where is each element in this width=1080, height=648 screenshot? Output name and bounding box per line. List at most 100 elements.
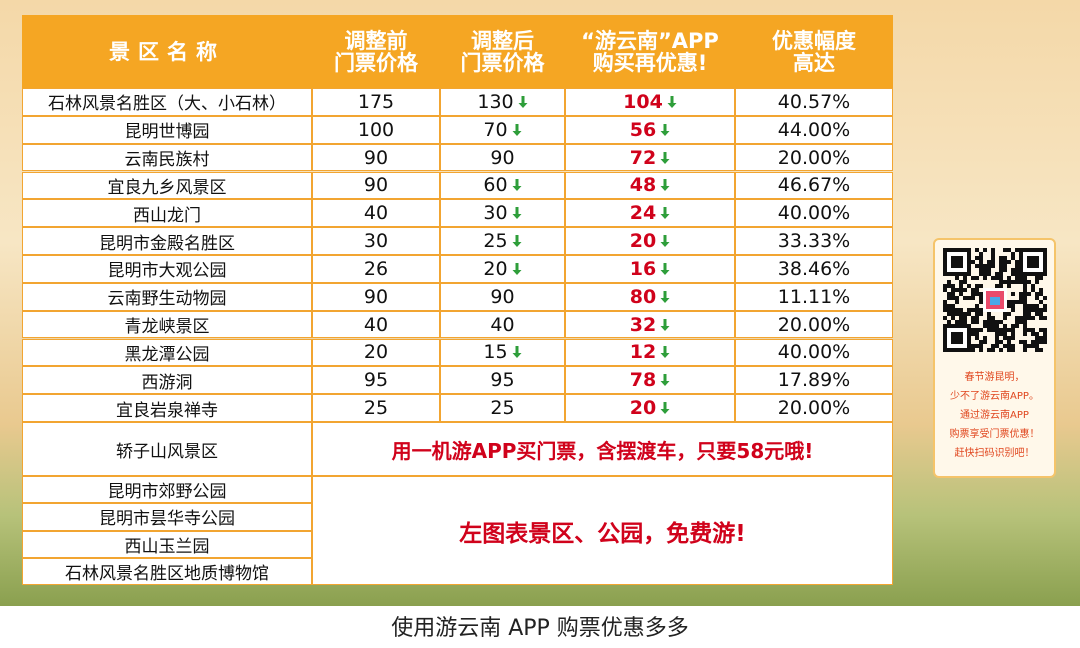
table-cell: 90 — [312, 282, 440, 311]
cell-text: 昆明市郊野公园 — [107, 482, 227, 503]
down-arrow — [512, 123, 522, 136]
table-cell: 20 — [312, 338, 440, 367]
cell-text: 24 — [629, 202, 657, 225]
cell-text: 石林风景名胜区（大、小石林） — [48, 94, 286, 115]
cell-text: 宜良岩泉禅寺 — [116, 400, 218, 421]
cell-text: 青龙峡景区 — [124, 317, 210, 338]
cell-text: “游云南”APP — [581, 28, 719, 53]
table-cell: 40 — [440, 310, 565, 339]
cell-text: 30 — [363, 230, 389, 253]
down-arrow — [660, 262, 670, 275]
table-cell: 昆明市大观公园 — [22, 255, 312, 283]
table-cell: 60 — [440, 171, 565, 200]
cell-text: 调整前 — [344, 28, 408, 53]
table-cell: 40 — [312, 310, 440, 339]
cell-text: 20 — [629, 230, 657, 253]
cell-text: 104 — [623, 90, 663, 113]
table-cell: 黑龙潭公园 — [22, 338, 312, 367]
cell-text: 40 — [490, 313, 515, 336]
table-cell: 80 — [565, 282, 735, 311]
cell-text: 20.00% — [777, 313, 851, 336]
cell-text: 左图表景区、公园，免费游! — [459, 520, 746, 547]
down-arrow — [660, 290, 670, 303]
qr-card: 春节游昆明， 少不了游云南APP。 通过游云南APP 购票享受门票优惠！ 赶快扫码识别吧… — [933, 238, 1056, 478]
cell-text: 门票价格 — [460, 50, 545, 75]
qr-line: 赶快扫码识别吧！ — [954, 448, 1035, 459]
cell-text: 20 — [629, 397, 657, 420]
table-cell: 石林风景名胜区（大、小石林） — [22, 88, 312, 116]
cell-text: 昆明世博园 — [124, 122, 210, 143]
qr-text: 春节游昆明， 少不了游云南APP。 通过游云南APP 购票享受门票优惠！ 赶快扫码识别吧… — [935, 368, 1054, 463]
cell-text: 高达 — [793, 50, 835, 75]
cell-text: 60 — [483, 174, 508, 197]
cell-text: 20.00% — [777, 146, 851, 169]
cell-text: 轿子山风景区 — [116, 441, 218, 462]
table-cell: 宜良九乡风景区 — [22, 171, 312, 200]
down-arrow — [512, 207, 522, 220]
table-cell: 16 — [565, 255, 735, 283]
cell-text: 景区名称 — [109, 39, 225, 64]
down-arrow — [660, 151, 670, 164]
table-cell: 昆明市郊野公园 — [22, 476, 312, 504]
table-cell: 24 — [565, 199, 735, 228]
table-cell: 20 — [565, 227, 735, 255]
cell-text: 130 — [477, 90, 514, 113]
down-arrow — [660, 374, 670, 387]
cell-text: 40 — [363, 202, 389, 225]
table-cell: 20.00% — [735, 143, 893, 172]
table-cell: 20 — [440, 255, 565, 283]
down-arrow — [660, 318, 670, 331]
note-cell: 用一机游APP买门票，含摆渡车，只要58元哦! — [312, 422, 893, 476]
table-cell: 20.00% — [735, 394, 893, 422]
cell-text: 云南民族村 — [124, 150, 210, 171]
cell-text: 25 — [363, 397, 389, 420]
table-cell: 78 — [565, 366, 735, 395]
table-cell: 17.89% — [735, 366, 893, 395]
cell-text: 17.89% — [777, 369, 851, 392]
table-cell: 90 — [312, 143, 440, 172]
cell-text: 云南野生动物园 — [107, 289, 227, 310]
cell-text: 25 — [483, 230, 508, 253]
table-cell: 46.67% — [735, 171, 893, 200]
cell-text: 90 — [363, 285, 389, 308]
table-cell: 90 — [440, 282, 565, 311]
table-cell: 70 — [440, 115, 565, 144]
cell-text: 38.46% — [777, 257, 851, 280]
table-cell: 56 — [565, 115, 735, 144]
cell-text: 石林风景名胜区地质博物馆 — [65, 563, 269, 584]
cell-text: 昆明市昙华寺公园 — [99, 509, 235, 530]
table-cell: 11.11% — [735, 282, 893, 311]
cell-text: 西游洞 — [141, 372, 193, 393]
table-cell: 38.46% — [735, 255, 893, 283]
cell-text: 购买再优惠! — [592, 50, 708, 75]
cell-text: 78 — [629, 369, 657, 392]
table-cell: 昆明市金殿名胜区 — [22, 227, 312, 255]
header-cell: 调整前 门票价格 — [312, 15, 440, 88]
header-cell: 优惠幅度 高达 — [735, 15, 893, 88]
qr-code — [943, 248, 1047, 352]
table-cell: 100 — [312, 115, 440, 144]
table-cell: 40.00% — [735, 199, 893, 228]
table-cell: 175 — [312, 88, 440, 116]
down-arrow — [512, 262, 522, 275]
table-cell: 20.00% — [735, 310, 893, 339]
cell-text: 黑龙潭公园 — [124, 344, 210, 365]
cell-text: 72 — [629, 146, 657, 169]
cell-text: 西山玉兰园 — [124, 536, 210, 557]
cell-text: 用一机游APP买门票，含摆渡车，只要58元哦! — [391, 438, 814, 463]
cell-text: 西山龙门 — [133, 205, 201, 226]
note-cell: 左图表景区、公园，免费游! — [312, 476, 893, 585]
table-cell: 宜良岩泉禅寺 — [22, 394, 312, 422]
cell-text: 15 — [483, 341, 508, 364]
cell-text: 昆明市金殿名胜区 — [99, 233, 235, 254]
cell-text: 70 — [483, 118, 508, 141]
cell-text: 昆明市大观公园 — [107, 261, 227, 282]
cell-text: 32 — [629, 313, 657, 336]
header-cell: 景区名称 — [22, 15, 312, 88]
table-cell: 95 — [440, 366, 565, 395]
qr-line: 春节游昆明， — [964, 372, 1025, 383]
down-arrow — [667, 95, 677, 108]
table-cell: 昆明市昙华寺公园 — [22, 503, 312, 531]
table-cell: 32 — [565, 310, 735, 339]
cell-text: 20 — [483, 257, 508, 280]
